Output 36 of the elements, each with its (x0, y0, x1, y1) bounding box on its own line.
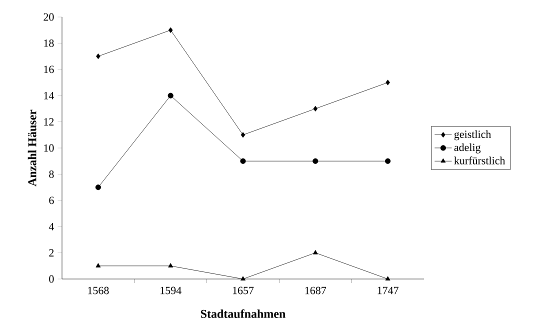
x-tick-label: 1594 (160, 286, 182, 294)
y-tick-label: 0 (49, 275, 54, 283)
x-axis-title: Stadtaufnahmen (200, 309, 286, 318)
y-tick-label: 12 (44, 118, 54, 126)
legend-label: adelig (454, 143, 481, 154)
point (96, 54, 100, 60)
point (385, 158, 391, 164)
y-axis-title: Anzahl Häuser (28, 110, 36, 186)
point (386, 80, 390, 86)
point (240, 158, 246, 164)
point (312, 158, 318, 164)
y-tick-label: 8 (49, 170, 54, 178)
point (95, 184, 101, 190)
y-tick-label: 10 (44, 144, 54, 152)
x-tick-label: 1657 (232, 286, 254, 294)
y-tick-label: 14 (44, 92, 54, 100)
x-tick-label: 1747 (378, 286, 398, 294)
legend-label: geistlich (454, 130, 492, 140)
point (168, 263, 174, 268)
point (313, 106, 318, 112)
point (385, 276, 390, 280)
y-tick-label: 18 (44, 39, 54, 47)
legend-label: kurfürstlich (454, 156, 506, 164)
point (96, 263, 101, 268)
point (312, 250, 318, 254)
x-tick-label: 1568 (88, 286, 109, 294)
x-tick-label: 1687 (305, 286, 326, 294)
y-tick-label: 20 (44, 13, 54, 21)
point (168, 92, 174, 98)
point (168, 27, 173, 33)
y-tick-label: 2 (49, 249, 54, 256)
y-tick-label: 6 (49, 196, 54, 204)
y-tick-label: 16 (44, 66, 54, 74)
point (240, 132, 246, 138)
point (240, 276, 246, 280)
y-tick-label: 4 (48, 222, 54, 230)
